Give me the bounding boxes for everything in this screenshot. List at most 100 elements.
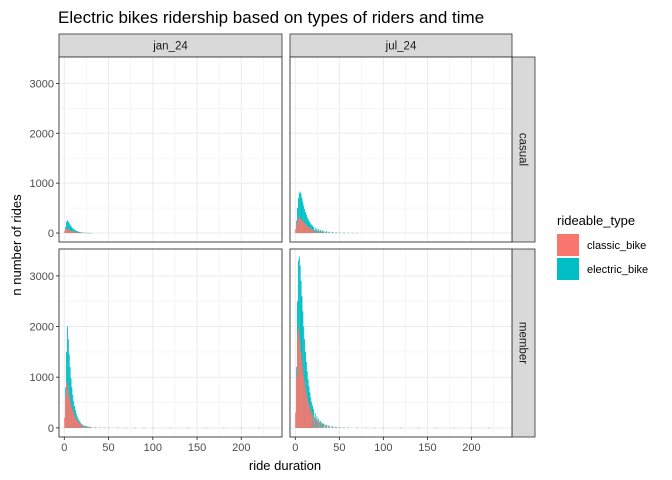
bar-classic_bike — [305, 392, 307, 428]
x-tick-label: 0 — [61, 442, 67, 454]
bar-electric_bike — [312, 408, 314, 428]
bar-electric_bike — [83, 425, 85, 428]
bar-electric_bike — [306, 217, 308, 234]
bar-classic_bike — [313, 417, 315, 428]
bar-classic_bike — [320, 423, 322, 428]
bar-classic_bike — [297, 326, 299, 428]
bar-classic_bike — [67, 389, 69, 428]
bar-electric_bike — [78, 231, 80, 234]
panel-jan_24-casual — [58, 56, 283, 243]
bar-classic_bike — [300, 351, 302, 428]
panel-jul_24-member — [289, 248, 513, 438]
bar-electric_bike — [303, 205, 305, 234]
bar-classic_bike — [78, 422, 80, 428]
bar-classic_bike — [308, 227, 310, 234]
panel-border — [58, 56, 283, 243]
facet-label-casual: casual — [517, 133, 529, 166]
bar-classic_bike — [315, 419, 317, 428]
bar-classic_bike — [319, 422, 320, 428]
bar-classic_bike — [75, 418, 77, 428]
bar-electric_bike — [70, 378, 72, 428]
bar-classic_bike — [74, 231, 76, 234]
bar-electric_bike — [85, 426, 87, 428]
bar-electric_bike — [300, 194, 302, 234]
bar-classic_bike — [296, 225, 298, 234]
y-axis-title: n number of rides — [9, 194, 24, 296]
bar-electric_bike — [74, 229, 75, 234]
bar-electric_bike — [75, 230, 77, 234]
bar-electric_bike — [316, 416, 318, 428]
bar-classic_bike — [305, 225, 307, 234]
bar-classic_bike — [301, 220, 303, 234]
bar-electric_bike — [81, 232, 83, 234]
bar-classic_bike — [295, 412, 297, 428]
bar-electric_bike — [319, 421, 321, 428]
panel-background — [59, 57, 282, 242]
bar-classic_bike — [309, 228, 311, 234]
x-tick-label: 0 — [292, 442, 298, 454]
bar-classic_bike — [315, 230, 317, 234]
bar-classic_bike — [303, 222, 305, 234]
bar-classic_bike — [69, 399, 71, 428]
x-tick-label: 100 — [144, 442, 162, 454]
x-tick-label: 100 — [374, 442, 392, 454]
y-tick-label: 1000 — [30, 178, 54, 190]
bar-classic_bike — [68, 230, 70, 234]
bar-classic_bike — [76, 232, 78, 234]
legend-key-electric_bike — [557, 258, 579, 280]
bar-electric_bike — [76, 231, 78, 234]
bar-classic_bike — [295, 229, 297, 234]
bar-classic_bike — [325, 424, 327, 428]
bar-electric_bike — [335, 426, 337, 428]
bar-electric_bike — [309, 222, 311, 234]
bar-electric_bike — [319, 229, 321, 234]
panel-border — [58, 248, 283, 438]
legend: rideable_type classic_bike electric_bike — [557, 213, 648, 280]
legend-key-classic_bike — [557, 234, 579, 256]
bar-classic_bike — [299, 218, 301, 234]
y-tick-label: 1000 — [30, 372, 54, 384]
bar-classic_bike — [73, 412, 75, 428]
bar-classic_bike — [64, 417, 66, 428]
facet-label-jan_24: jan_24 — [152, 41, 188, 53]
bar-electric_bike — [335, 232, 337, 234]
bar-classic_bike — [88, 426, 90, 428]
bar-classic_bike — [322, 231, 324, 234]
bar-electric_bike — [79, 232, 81, 234]
bar-classic_bike — [307, 226, 309, 234]
y-tick-label: 3000 — [30, 271, 54, 283]
bar-electric_bike — [312, 226, 314, 234]
bar-classic_bike — [84, 425, 86, 428]
bar-classic_bike — [65, 229, 67, 234]
bar-classic_bike — [311, 414, 313, 428]
bar-electric_bike — [67, 221, 69, 234]
panel-jul_24-casual — [289, 56, 513, 243]
bar-electric_bike — [82, 424, 83, 428]
x-tick-label: 200 — [232, 442, 250, 454]
bar-classic_bike — [304, 223, 305, 234]
bar-classic_bike — [331, 426, 333, 428]
bar-classic_bike — [317, 420, 319, 428]
bar-electric_bike — [89, 426, 91, 428]
bar-classic_bike — [71, 231, 73, 234]
bar-classic_bike — [80, 424, 82, 428]
panel-border — [289, 248, 513, 438]
bar-electric_bike — [308, 220, 310, 234]
bar-electric_bike — [318, 229, 320, 234]
bar-classic_bike — [74, 417, 76, 428]
bar-electric_bike — [73, 229, 75, 234]
bar-classic_bike — [304, 381, 305, 428]
bar-classic_bike — [325, 232, 327, 234]
bar-classic_bike — [89, 426, 91, 428]
bar-classic_bike — [298, 217, 300, 234]
bar-classic_bike — [81, 424, 83, 428]
bar-electric_bike — [311, 224, 313, 234]
bar-electric_bike — [297, 198, 299, 234]
bar-electric_bike — [72, 228, 74, 234]
bar-classic_bike — [311, 229, 313, 234]
bar-classic_bike — [320, 231, 322, 234]
bar-classic_bike — [296, 336, 298, 428]
bar-classic_bike — [327, 232, 329, 234]
